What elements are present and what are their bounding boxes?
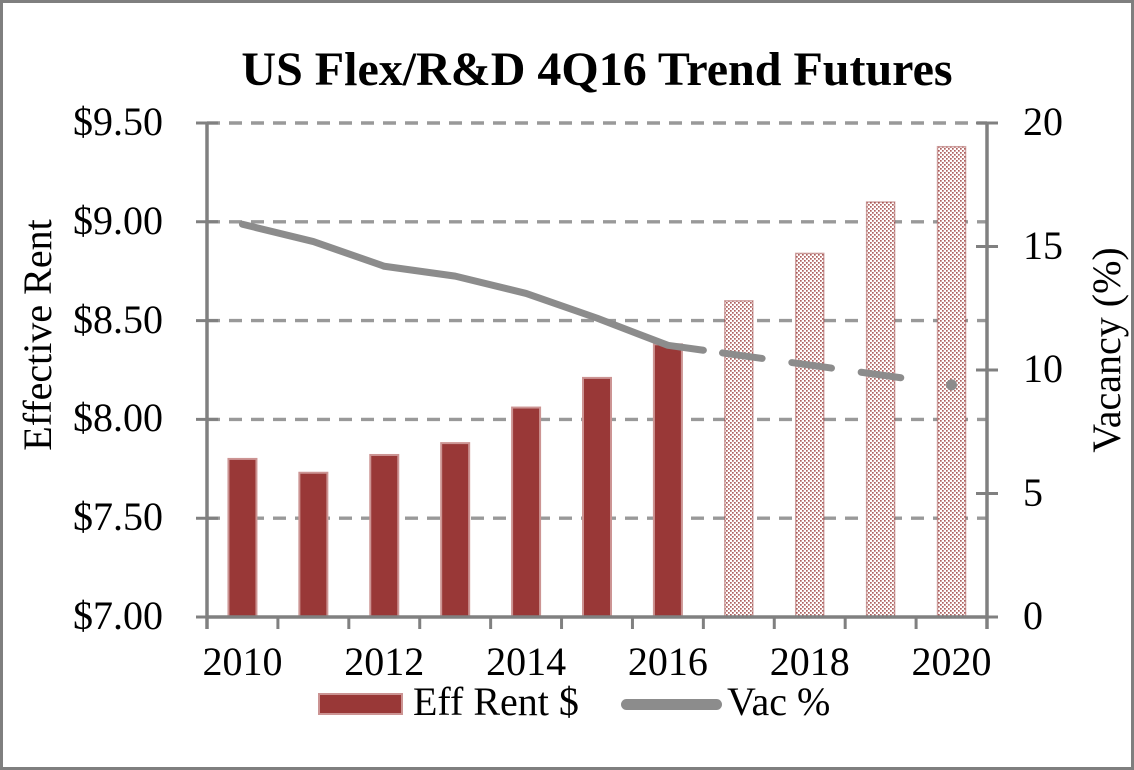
- vacancy-line-forecast-dashed: [719, 349, 934, 386]
- x-axis-tick-label: 2020: [911, 639, 992, 684]
- legend-line-label: Vac %: [727, 679, 831, 724]
- legend-bar-label: Eff Rent $: [413, 679, 579, 724]
- right-axis-tick-label: 0: [1023, 593, 1043, 639]
- left-axis-tick-label: $8.50: [73, 296, 163, 342]
- x-axis-tick-label: 2018: [769, 639, 850, 684]
- bar: [511, 406, 542, 618]
- right-axis-tick-label: 20: [1023, 99, 1063, 145]
- left-axis-tick-label: $9.00: [73, 197, 163, 243]
- x-axis-tick-label: 2016: [627, 639, 708, 684]
- chart-title: US Flex/R&D 4Q16 Trend Futures: [241, 43, 953, 96]
- gridlines: [207, 121, 987, 520]
- left-axis-tick-label: $7.00: [73, 593, 163, 639]
- x-axis-tick-label: 2010: [202, 639, 283, 684]
- x-axis-tick-label: 2014: [486, 639, 567, 684]
- vacancy-line-solid: [238, 220, 707, 354]
- left-axis-tick-label: $9.50: [73, 99, 163, 145]
- line-series: [238, 220, 958, 391]
- legend-bar-swatch: [318, 693, 403, 715]
- bar: [298, 471, 329, 619]
- legend-line-swatch: [621, 699, 722, 710]
- forecast-bar: [794, 252, 825, 618]
- left-axis-tick-label: $8.00: [73, 395, 163, 441]
- bar: [440, 442, 471, 618]
- bar-series: [227, 145, 967, 619]
- right-axis-title: Vacancy (%): [1084, 247, 1129, 453]
- vacancy-line-end-dot: [946, 379, 958, 391]
- right-axis-tick-label: 15: [1023, 222, 1063, 268]
- forecast-bar: [724, 300, 754, 618]
- bar: [227, 457, 258, 619]
- bar: [369, 453, 400, 618]
- left-axis-tick-label: $7.50: [73, 494, 163, 540]
- bar: [652, 343, 683, 618]
- bar: [582, 376, 612, 618]
- right-axis-tick-label: 10: [1023, 346, 1063, 392]
- right-axis-tick-label: 5: [1023, 469, 1043, 515]
- forecast-bar: [865, 201, 896, 618]
- x-axis-tick-label: 2012: [344, 639, 425, 684]
- left-axis-title: Effective Rent: [15, 219, 60, 451]
- axes: [196, 121, 998, 629]
